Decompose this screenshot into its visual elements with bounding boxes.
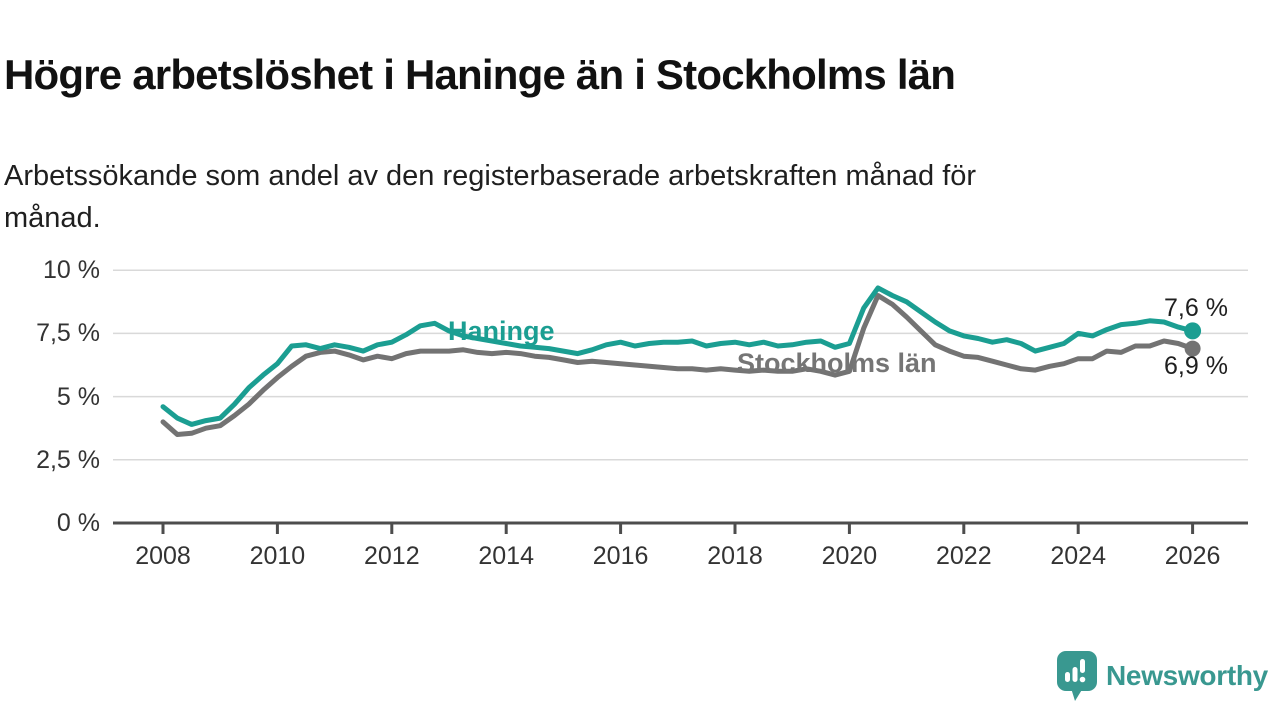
newsworthy-logo: Newsworthy <box>1056 650 1268 702</box>
chart-subtitle-line1: Arbetssökande som andel av den registerb… <box>4 160 977 192</box>
newsworthy-wordmark: Newsworthy <box>1106 660 1268 691</box>
x-tick-label: 2026 <box>1164 542 1221 570</box>
x-tick-label: 2018 <box>707 542 763 570</box>
newsworthy-bubble-chart-icon <box>1057 651 1097 701</box>
end-dot-haninge <box>1184 322 1202 340</box>
x-tick-label: 2008 <box>135 542 191 570</box>
y-tick-label: 10 % <box>43 256 100 285</box>
line-stockholms-lan <box>160 293 1196 437</box>
x-tick-label: 2012 <box>363 542 420 570</box>
end-value-label-haninge: 7,6 % <box>1164 294 1228 322</box>
end-value-label-stockholms-lan: 6,9 % <box>1164 352 1228 380</box>
x-tick-label: 2022 <box>935 542 992 570</box>
line-haninge <box>160 285 1196 427</box>
chart-subtitle: Arbetssökande som andel av den registerb… <box>4 155 1224 239</box>
y-tick-label: 7,5 % <box>36 319 100 348</box>
chart-subtitle-line2: månad. <box>4 202 101 234</box>
series-label-stockholms-lan: Stockholms län <box>737 348 937 378</box>
series-label-haninge: Haninge <box>448 316 555 346</box>
x-tick-label: 2014 <box>478 542 534 570</box>
x-tick-label: 2010 <box>249 542 306 570</box>
y-tick-label: 2,5 % <box>36 445 100 474</box>
x-tick-label: 2016 <box>592 542 649 570</box>
x-tick-label: 2024 <box>1050 542 1106 570</box>
y-tick-label: 0 % <box>56 509 100 537</box>
y-tick-label: 5 % <box>56 382 100 411</box>
x-tick-label: 2020 <box>821 542 878 570</box>
chart-title: Högre arbetslöshet i Haninge än i Stockh… <box>4 51 956 99</box>
